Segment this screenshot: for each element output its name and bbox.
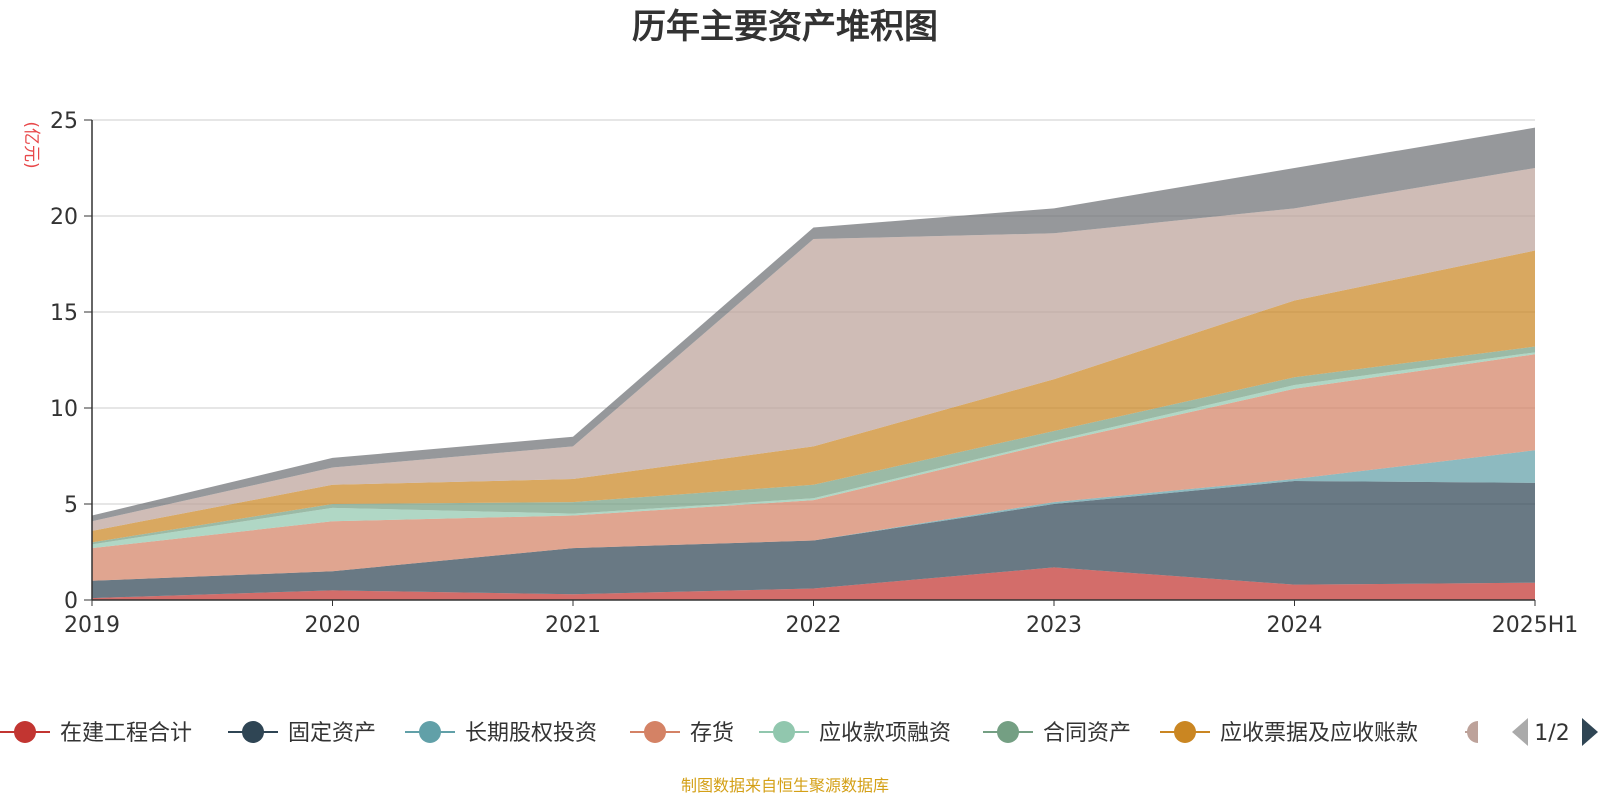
legend-label: 应收票据及应收账款 <box>1220 721 1418 746</box>
y-tick-label: 5 <box>64 493 78 518</box>
legend-item[interactable]: 应收款项融资 <box>759 721 951 746</box>
area-series-9 <box>92 127 1535 522</box>
legend: 在建工程合计 固定资产 长期股权投资 存货 应收款项融资 合同资产 应收票据及应收账款 1/2 <box>0 718 1598 746</box>
x-tick-label: 2022 <box>786 613 842 638</box>
legend-item[interactable]: 在建工程合计 <box>0 721 192 746</box>
legend-item[interactable]: 固定资产 <box>228 721 376 746</box>
x-tick-label: 2020 <box>305 613 361 638</box>
area-series-8 <box>92 168 1535 531</box>
legend-label: 长期股权投资 <box>465 721 597 746</box>
legend-dot <box>14 721 36 743</box>
area-series-2 <box>92 480 1535 599</box>
legend-label: 在建工程合计 <box>60 721 192 746</box>
legend-dot <box>1467 721 1478 743</box>
legend-item[interactable] <box>1465 721 1478 743</box>
legend-dot <box>644 721 666 743</box>
legend-item[interactable]: 长期股权投资 <box>405 721 597 746</box>
y-tick-label: 25 <box>50 109 78 134</box>
legend-label: 应收款项融资 <box>819 721 951 746</box>
x-tick-label: 2021 <box>545 613 601 638</box>
y-tick-label: 10 <box>50 397 78 422</box>
legend-dot <box>242 721 264 743</box>
legend-dot <box>419 721 441 743</box>
legend-prev-icon[interactable] <box>1512 718 1528 746</box>
legend-item[interactable]: 合同资产 <box>983 721 1131 746</box>
legend-label: 存货 <box>690 721 734 746</box>
area-series-5 <box>92 352 1535 549</box>
y-tick-label: 0 <box>64 589 78 614</box>
area-series-7 <box>92 250 1535 543</box>
y-tick-label: 20 <box>50 205 78 230</box>
x-tick-label: 2024 <box>1267 613 1323 638</box>
legend-dot <box>997 721 1019 743</box>
legend-page-indicator: 1/2 <box>1534 721 1569 746</box>
legend-label: 固定资产 <box>288 721 376 746</box>
y-axis-label: (亿元) <box>21 121 41 168</box>
legend-dot <box>1174 721 1196 743</box>
chart-title: 历年主要资产堆积图 <box>632 7 938 47</box>
legend-label: 合同资产 <box>1043 721 1131 746</box>
plot-area <box>92 127 1535 600</box>
x-tick-label: 2023 <box>1026 613 1082 638</box>
y-tick-label: 15 <box>50 301 78 326</box>
legend-item[interactable]: 应收票据及应收账款 <box>1160 721 1418 746</box>
area-series-6 <box>92 346 1535 545</box>
axes: 0 5 10 15 20 25 2019 2020 2021 2022 2023 2024 2025H1 <box>50 109 1578 638</box>
x-tick-label: 2025H1 <box>1492 613 1579 638</box>
source-note: 制图数据来自恒生聚源数据库 <box>681 776 889 795</box>
x-tick-label: 2019 <box>64 613 120 638</box>
area-series-4 <box>92 354 1535 581</box>
legend-dot <box>773 721 795 743</box>
area-series-1 <box>92 567 1535 600</box>
legend-item[interactable]: 存货 <box>630 721 734 746</box>
legend-next-icon[interactable] <box>1582 718 1598 746</box>
